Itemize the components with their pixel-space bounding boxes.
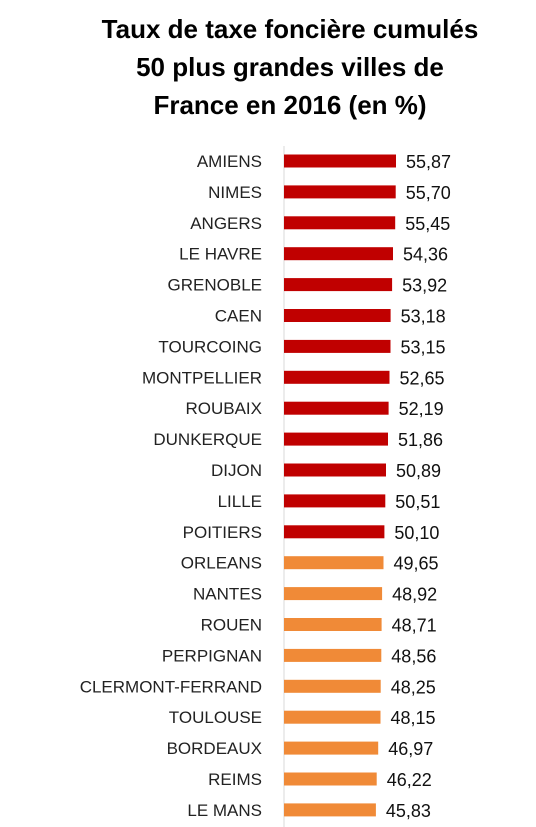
data-label: 52,65 xyxy=(400,368,445,388)
bar xyxy=(284,401,389,415)
data-label: 48,25 xyxy=(391,677,436,697)
category-label: ROUBAIX xyxy=(185,399,262,418)
data-label: 50,89 xyxy=(396,461,441,481)
data-label: 54,36 xyxy=(403,245,448,265)
data-label: 48,15 xyxy=(391,708,436,728)
category-label: POITIERS xyxy=(183,523,262,542)
data-label: 50,10 xyxy=(394,523,439,543)
category-label: BORDEAUX xyxy=(167,739,262,758)
bar xyxy=(284,432,388,446)
category-label: CAEN xyxy=(215,307,262,326)
category-label: NANTES xyxy=(193,585,262,604)
category-label: ANGERS xyxy=(190,214,262,233)
category-label: LILLE xyxy=(218,492,262,511)
bar xyxy=(284,463,386,477)
category-label: LE MANS xyxy=(187,801,262,820)
category-label: DIJON xyxy=(211,461,262,480)
category-label: GRENOBLE xyxy=(168,276,262,295)
data-label: 49,65 xyxy=(394,554,439,574)
data-label: 45,83 xyxy=(386,801,431,821)
category-label: TOURCOING xyxy=(158,337,262,356)
bar xyxy=(284,525,385,539)
bar xyxy=(284,556,384,570)
data-label: 48,56 xyxy=(391,646,436,666)
data-label: 55,70 xyxy=(406,183,451,203)
bar xyxy=(284,494,386,508)
chart-title-line-3: France en 2016 (en %) xyxy=(153,90,427,120)
data-label: 52,19 xyxy=(399,399,444,419)
category-label: PERPIGNAN xyxy=(162,646,262,665)
chart-title-line-2: 50 plus grandes villes de xyxy=(136,52,444,82)
category-label: LE HAVRE xyxy=(179,245,262,264)
category-label: REIMS xyxy=(208,770,262,789)
data-label: 51,86 xyxy=(398,430,443,450)
bar xyxy=(284,648,382,662)
bar xyxy=(284,618,382,631)
bar xyxy=(284,741,379,755)
data-label: 53,92 xyxy=(402,276,447,296)
data-label: 48,92 xyxy=(392,585,437,605)
data-label: 46,97 xyxy=(388,739,433,759)
bar xyxy=(284,247,393,261)
bar xyxy=(284,154,396,168)
category-label: NIMES xyxy=(208,183,262,202)
category-label: ORLEANS xyxy=(181,554,262,573)
bar xyxy=(284,339,391,353)
data-label: 53,18 xyxy=(401,307,446,327)
data-label: 55,45 xyxy=(405,214,450,234)
category-label: TOULOUSE xyxy=(169,708,262,727)
bar xyxy=(284,679,381,693)
bar xyxy=(284,216,396,230)
category-label: CLERMONT-FERRAND xyxy=(80,677,262,696)
bar xyxy=(284,772,377,786)
chart-title-line-1: Taux de taxe foncière cumulés xyxy=(101,14,479,44)
category-label: DUNKERQUE xyxy=(153,430,262,449)
category-label: AMIENS xyxy=(197,152,262,171)
data-label: 48,71 xyxy=(392,616,437,636)
data-label: 46,22 xyxy=(387,770,432,790)
data-label: 55,87 xyxy=(406,152,451,172)
category-label: ROUEN xyxy=(201,616,262,635)
bar xyxy=(284,587,383,601)
bar xyxy=(284,309,391,322)
bar xyxy=(284,803,376,817)
bar xyxy=(284,370,390,384)
bar xyxy=(284,710,381,724)
data-label: 50,51 xyxy=(395,492,440,512)
category-label: MONTPELLIER xyxy=(142,368,262,387)
bar xyxy=(284,278,393,292)
bar xyxy=(284,185,396,199)
data-label: 53,15 xyxy=(401,337,446,357)
